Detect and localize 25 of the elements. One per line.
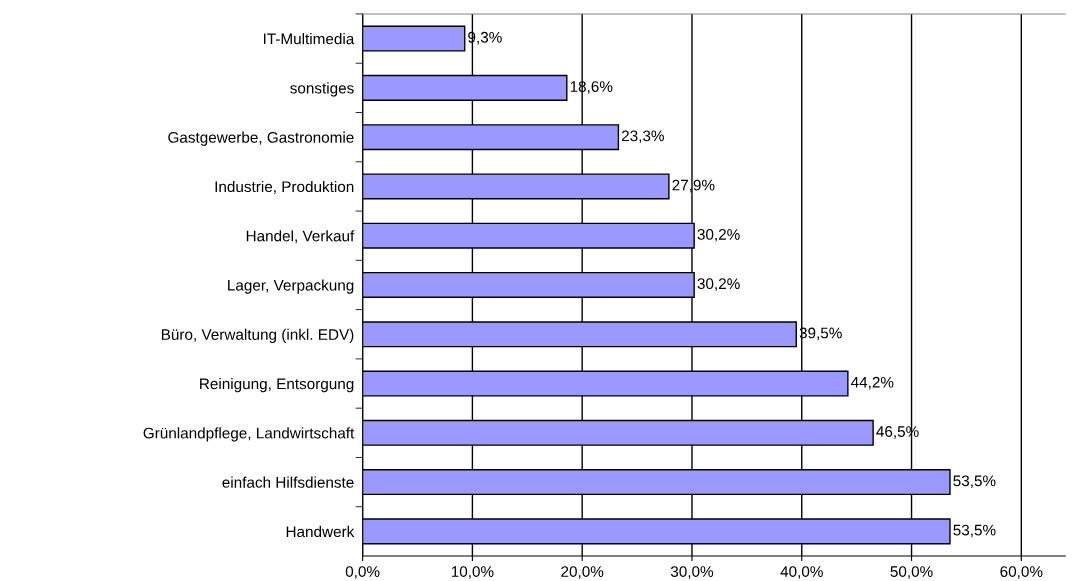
y-tick-label: einfach Hilfsdienste: [222, 476, 354, 488]
y-tick-label: Lager, Verpackung: [228, 279, 354, 294]
y-tick-label: Reinigung, Entsorgung: [200, 378, 354, 393]
data-label: 23,3%: [621, 130, 664, 144]
y-tick-label: Handel, Verkauf: [246, 230, 355, 244]
x-tick-label: 50,0%: [890, 566, 933, 579]
x-tick-label: 20,0%: [561, 566, 604, 579]
data-label: 30,2%: [697, 278, 740, 291]
x-tick-label: 10,0%: [451, 566, 494, 579]
data-label: 53,5%: [953, 524, 996, 538]
y-tick-label: IT-Multimedia: [264, 33, 355, 45]
y-tick-label: Gastgewerbe, Gastronomie: [168, 131, 354, 146]
y-tick-label: sonstiges: [290, 82, 354, 97]
x-tick-label: 40,0%: [780, 566, 823, 579]
data-label: 44,2%: [850, 376, 894, 390]
x-tick-label: 0,0%: [345, 566, 380, 579]
bar: [362, 25, 466, 52]
data-label: 53,5%: [953, 475, 996, 488]
y-tick-label: Büro, Verwaltung (inkl. EDV): [161, 328, 354, 343]
x-tick-label: 30,0%: [670, 566, 714, 579]
x-tick-label: 60,0%: [1000, 566, 1043, 579]
y-tick-label: Industrie, Produktion: [215, 180, 354, 194]
y-tick-label: Grünlandpflege, Landwirtschaft: [143, 427, 355, 442]
data-label: 30,2%: [697, 228, 740, 242]
y-tick-label: Handwerk: [286, 525, 355, 538]
